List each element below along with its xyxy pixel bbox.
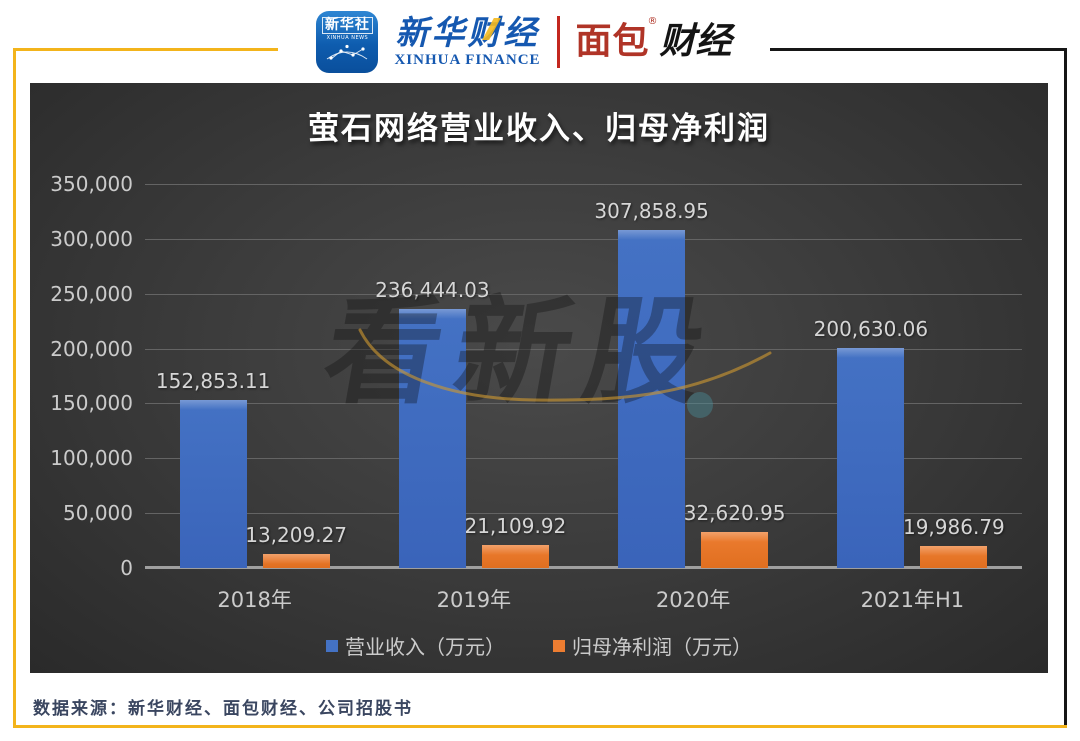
y-tick-label: 300,000 [50,226,133,251]
bar-group: 236,444.03 21,109.92 [364,184,583,568]
legend-item: 归母净利润（万元） [553,631,752,660]
legend-item: 营业收入（万元） [326,631,505,660]
bread-finance-black-label: 财经 [659,21,732,62]
bar-revenue: 307,858.95 [594,199,709,568]
legend-swatch-icon [553,639,565,652]
y-tick-label: 100,000 [50,446,133,471]
chart-legend: 营业收入（万元） 归母净利润（万元） [30,631,1048,660]
x-tick-label: 2019年 [436,588,512,612]
bar-value-label: 21,109.92 [464,514,567,538]
chart-panel: 萤石网络营业收入、归母净利润 152,853.11 13,209.27 236,44… [30,83,1048,673]
xinhua-finance-en-label: XINHUA FINANCE [394,51,541,68]
bar-revenue: 152,853.11 [156,369,270,568]
legend-label: 归母净利润（万元） [572,635,752,659]
gridline [145,184,1022,185]
bar-profit: 21,109.92 [464,514,566,568]
xinhua-finance-logo: 新华财经 XINHUA FINANCE [394,12,541,69]
xinhua-news-app-icon: 新华社 XINHUA NEWS [316,11,379,73]
data-source-note: 数据来源：新华财经、面包财经、公司招股书 [33,699,413,718]
x-tick-label: 2021年H1 [860,588,965,612]
y-tick-label: 250,000 [50,281,133,306]
bar-profit: 32,620.95 [684,501,786,568]
frame-border-right [1064,48,1067,728]
x-axis-line [145,566,1022,569]
bar-profit: 19,986.79 [903,515,1005,568]
gridline [145,403,1022,405]
bar-value-label: 32,620.95 [683,501,786,525]
gridline [145,293,1022,295]
bar-value-label: 152,853.11 [155,369,271,393]
registered-trademark-icon: ® [647,16,658,27]
y-tick-label: 0 [120,556,133,580]
bar-revenue: 200,630.06 [814,317,928,568]
y-tick-label: 350,000 [50,172,133,196]
frame-border-left [13,48,16,728]
red-divider-line [556,16,560,68]
frame-border-bottom [13,725,1067,728]
bar-value-label: 19,986.79 [902,515,1005,539]
xinhua-news-en-label: XINHUA NEWS [326,35,369,41]
bar-group: 307,858.95 32,620.95 [584,184,803,568]
bar-value-label: 236,444.03 [375,278,490,302]
xinhua-news-cn-label: 新华社 [321,17,373,34]
bar-group: 152,853.11 13,209.27 [145,184,364,568]
gridline [145,458,1022,460]
legend-label: 营业收入（万元） [345,635,505,659]
x-tick-label: 2020年 [655,588,731,612]
legend-swatch-icon [326,639,338,652]
chart-title: 萤石网络营业收入、归母净利润 [308,111,770,147]
y-tick-label: 200,000 [50,336,133,361]
bar-group: 200,630.06 19,986.79 [803,184,1022,568]
bar-profit: 13,209.27 [245,523,347,568]
gridline [145,513,1022,515]
y-tick-label: 50,000 [63,501,133,526]
bar-value-label: 307,858.95 [594,199,709,223]
bread-finance-logo: 面包 ® 财经 [575,16,732,64]
bar-value-label: 13,209.27 [245,523,348,547]
x-tick-label: 2018年 [217,588,292,612]
xinhua-finance-cn-label: 新华财经 [395,12,540,52]
plot-area: 152,853.11 13,209.27 236,444.03 21,109.92 30… [145,184,1022,569]
network-globe-icon [327,44,368,60]
bread-finance-red-label: 面包 [575,21,650,62]
gridline [145,238,1022,240]
header-logo-strip: 新华社 XINHUA NEWS 新华财经 XINHUA FINANCE 面包 [278,2,770,82]
bar-value-label: 200,630.06 [813,317,929,341]
y-tick-label: 150,000 [50,391,133,416]
bar-revenue: 236,444.03 [375,278,490,568]
